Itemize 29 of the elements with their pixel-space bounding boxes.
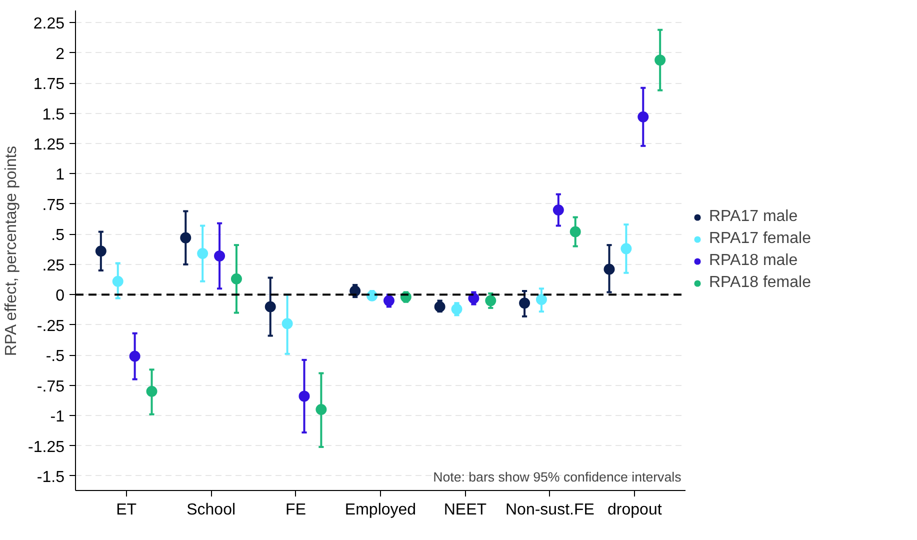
y-tick-label: 2 [56,46,65,63]
y-tick-label: .75 [42,196,65,214]
y-axis-title: RPA effect, percentage points [3,146,20,356]
x-tick-label: Non-sust.FE [505,502,594,518]
y-tick-label: 1.75 [33,76,65,94]
y-tick-label: 0 [56,288,65,305]
legend-label: RPA18 male [709,252,798,270]
y-tick-label: 1 [56,166,65,184]
y-tick-label: -1.25 [28,438,65,456]
x-tick-label: dropout [608,502,662,518]
y-tick-label: -1 [50,408,65,426]
y-tick-label: .5 [51,227,65,244]
annotation: Note: bars show 95% confidence intervals [433,470,682,484]
legend-label: RPA17 male [709,208,798,226]
x-tick-label: ET [116,502,137,518]
y-tick-label: 2.25 [33,16,65,33]
legend-label: RPA18 female [709,274,811,292]
x-tick-label: FE [286,502,306,518]
y-tick-label: 1.25 [33,136,65,154]
legend-label: RPA17 female [709,230,811,248]
y-tick-label: -.75 [36,378,65,396]
y-tick-label: -.25 [36,318,65,335]
x-tick-label: School [186,502,236,518]
y-tick-label: 1.5 [42,106,65,124]
y-tick-label: -1.5 [36,468,65,486]
x-tick-label: Employed [344,502,416,518]
y-tick-label: .25 [42,257,65,274]
x-tick-label: NEET [444,502,487,518]
y-tick-label: -.5 [46,348,65,366]
